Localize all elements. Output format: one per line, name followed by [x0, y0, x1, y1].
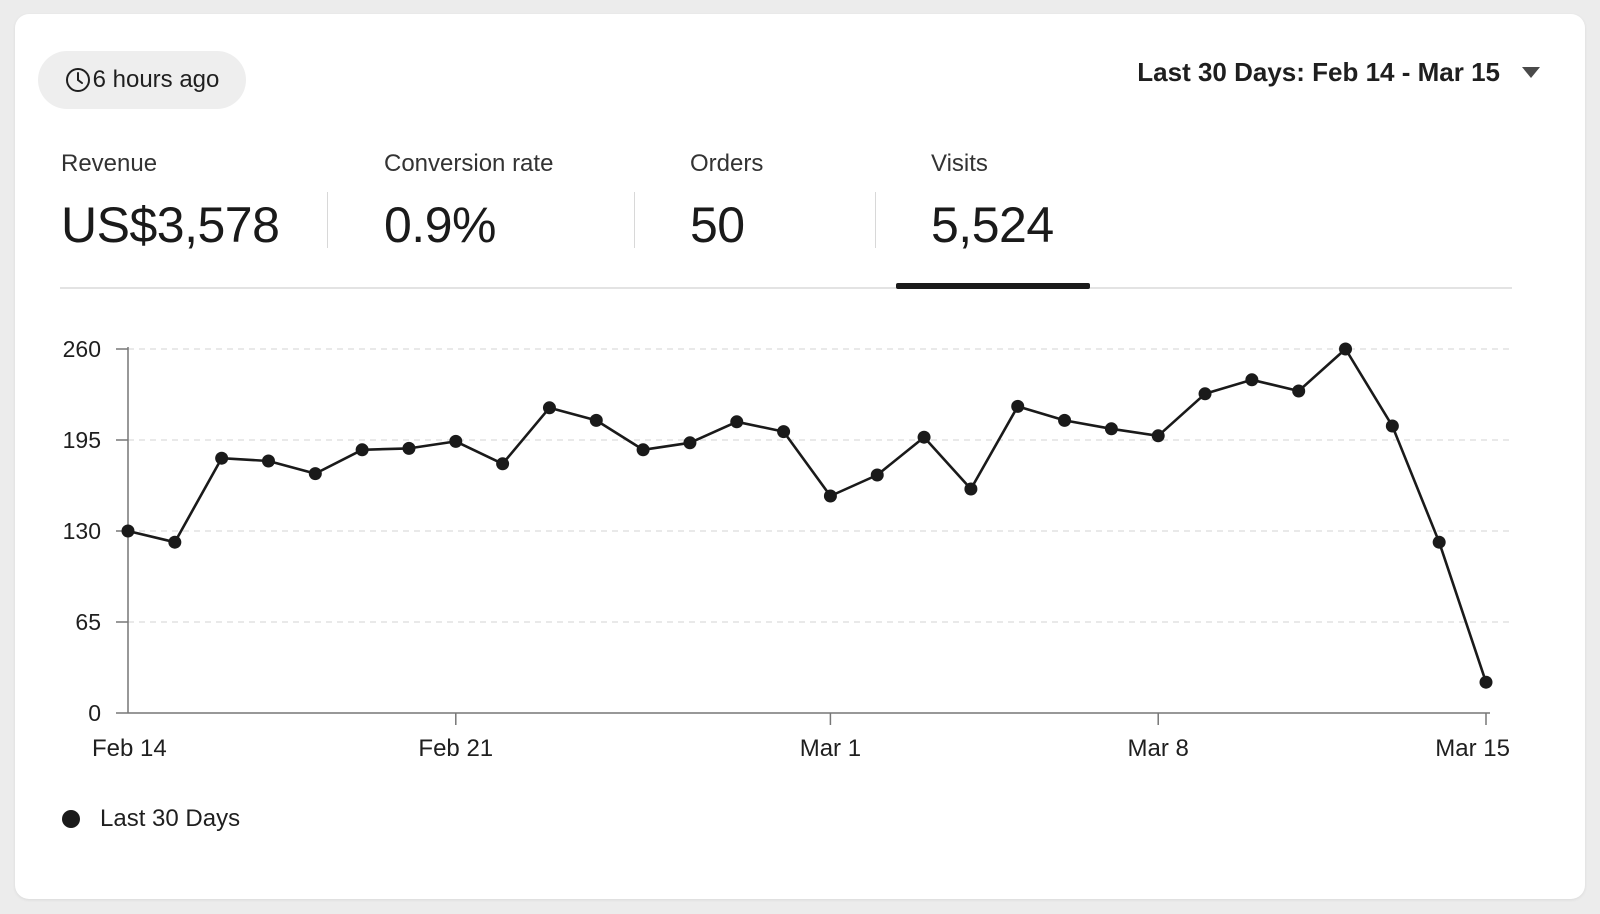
- last-updated-text: 6 hours ago: [92, 66, 220, 93]
- data-point: [1432, 535, 1446, 549]
- data-point: [1198, 387, 1212, 401]
- metric-label: Visits: [931, 150, 988, 177]
- data-point: [589, 413, 603, 427]
- y-tick-label: 195: [63, 427, 101, 453]
- data-point: [261, 454, 275, 468]
- x-tick-label: Feb 21: [418, 735, 493, 762]
- legend-label: Last 30 Days: [100, 805, 241, 832]
- x-tick-label: Mar 8: [1128, 735, 1189, 762]
- chart-legend: Last 30 Days: [62, 805, 240, 833]
- dashboard-card: [15, 14, 1585, 899]
- metric-divider: [327, 192, 328, 248]
- data-point: [1339, 342, 1353, 356]
- data-point: [215, 451, 229, 465]
- data-point: [1104, 422, 1118, 436]
- data-point: [121, 524, 135, 538]
- metric-label: Revenue: [61, 150, 158, 177]
- active-tab-indicator: [896, 283, 1090, 289]
- x-tick-label: Feb 14: [92, 735, 167, 762]
- metric-conversion-rate[interactable]: Conversion rate 0.9%: [384, 150, 553, 254]
- data-point: [449, 434, 463, 448]
- data-point: [777, 425, 791, 439]
- data-point: [355, 443, 369, 457]
- chevron-down-icon: [1522, 67, 1540, 78]
- data-point: [496, 457, 510, 471]
- x-tick-label: Mar 15: [1435, 735, 1510, 762]
- clock-icon: [65, 68, 90, 92]
- last-updated-pill[interactable]: 6 hours ago: [38, 51, 246, 109]
- data-point: [308, 467, 322, 481]
- metrics-tab-divider: [60, 287, 1512, 289]
- series-line: [127, 347, 1488, 683]
- metric-divider: [634, 192, 635, 248]
- y-tick-label: 130: [63, 518, 101, 544]
- metric-revenue[interactable]: Revenue US$3,578: [61, 150, 280, 254]
- data-point: [683, 436, 697, 450]
- metric-value: 5,524: [931, 197, 1054, 253]
- data-point: [823, 489, 837, 503]
- date-range-dropdown[interactable]: Last 30 Days: Feb 14 - Mar 15: [1137, 57, 1540, 88]
- date-range-label: Last 30 Days: Feb 14 - Mar 15: [1137, 57, 1500, 87]
- data-point: [1479, 675, 1493, 689]
- legend-marker: [62, 810, 80, 828]
- metric-value: US$3,578: [61, 197, 280, 253]
- metric-divider: [875, 192, 876, 248]
- data-point: [1292, 384, 1306, 398]
- data-point: [542, 401, 556, 415]
- metric-label: Orders: [690, 150, 764, 177]
- data-point: [917, 430, 931, 444]
- data-point: [168, 535, 182, 549]
- y-tick-label: 260: [63, 336, 101, 362]
- data-point: [1058, 413, 1072, 427]
- metric-value: 0.9%: [384, 197, 496, 253]
- metric-visits[interactable]: Visits 5,524: [931, 150, 1054, 254]
- data-point: [1011, 399, 1025, 413]
- data-point: [964, 482, 978, 496]
- data-point: [870, 468, 884, 482]
- y-tick-label: 0: [88, 700, 101, 726]
- data-point: [636, 443, 650, 457]
- data-point: [1151, 429, 1165, 443]
- data-point: [730, 415, 744, 429]
- data-point: [402, 441, 416, 455]
- y-tick-label: 65: [75, 609, 101, 635]
- x-tick-label: Mar 1: [800, 735, 861, 762]
- metric-value: 50: [690, 197, 745, 253]
- metric-orders[interactable]: Orders 50: [690, 150, 763, 254]
- data-point: [1245, 373, 1259, 387]
- data-point: [1385, 419, 1399, 433]
- metric-label: Conversion rate: [384, 150, 554, 177]
